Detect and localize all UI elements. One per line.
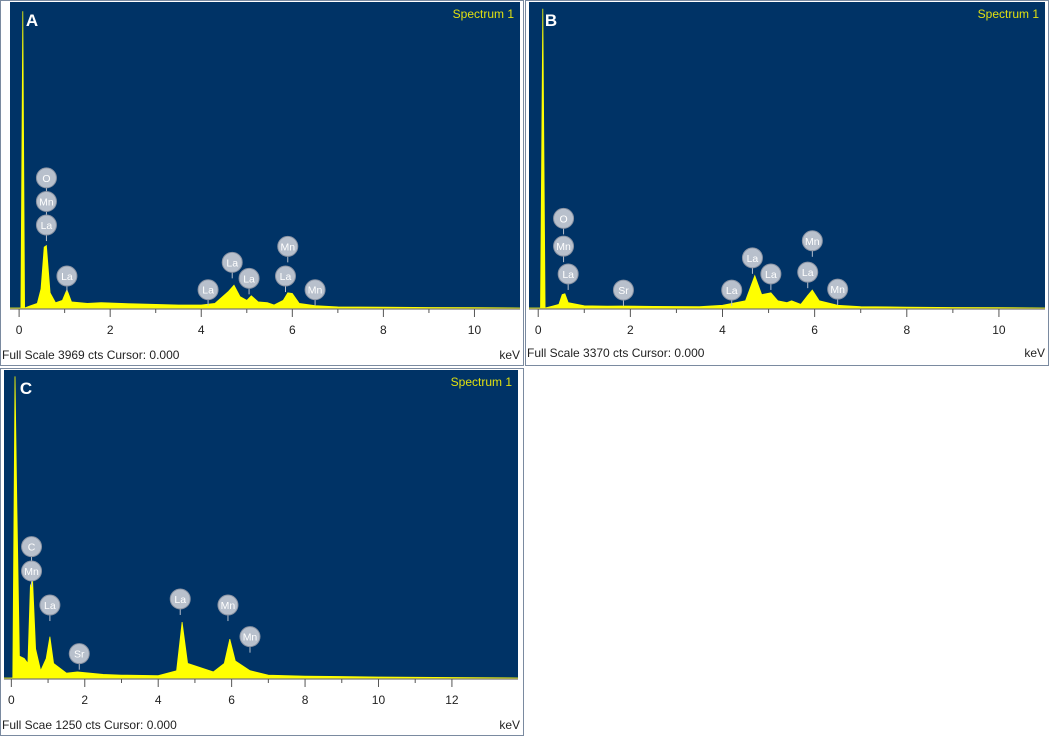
spectrum-chart-b: 0 2 4 6 8 10 O Mn La Sr La La La Mn La Mn B Spectrum 1 Ful… xyxy=(525,0,1049,366)
panel-letter: A xyxy=(26,11,38,30)
svg-text:La: La xyxy=(61,271,73,283)
svg-text:La: La xyxy=(747,253,759,265)
peak-label-mn: Mn xyxy=(217,594,239,622)
peak-label-la: La xyxy=(39,594,61,622)
spectrum-chart-a: 0 2 4 6 8 10 O Mn La La La La La Mn La Mn A Spectrum 1 Ful… xyxy=(0,0,524,366)
svg-text:La: La xyxy=(280,271,292,283)
spectrum-area xyxy=(4,376,519,679)
x-axis-unit-label: keV xyxy=(499,718,520,732)
peak-label-o: O xyxy=(553,207,575,235)
peak-label-la: La xyxy=(557,263,579,290)
peak-label-sr: Sr xyxy=(612,279,634,307)
peak-label-mn: Mn xyxy=(35,190,57,218)
svg-text:Mn: Mn xyxy=(24,566,39,578)
peak-label-la: La xyxy=(221,251,243,279)
svg-text:La: La xyxy=(41,220,53,232)
x-tick-label: 4 xyxy=(719,323,726,337)
x-axis-unit-label: keV xyxy=(499,348,520,362)
plot-background xyxy=(4,370,518,678)
peak-label-la: La xyxy=(238,267,260,295)
full-scale-readout: Full Scae 1250 cts Cursor: 0.000 xyxy=(2,718,177,732)
svg-text:La: La xyxy=(562,269,574,281)
peak-label-la: La xyxy=(797,261,819,289)
peak-label-mn: Mn xyxy=(21,560,43,587)
peak-label-o: O xyxy=(35,167,57,194)
svg-text:Mn: Mn xyxy=(805,236,820,248)
peak-label-la: La xyxy=(197,279,219,306)
svg-text:O: O xyxy=(42,173,50,185)
x-tick-label: 0 xyxy=(8,693,15,707)
peak-label-sr: Sr xyxy=(68,643,90,670)
svg-text:Mn: Mn xyxy=(556,241,571,253)
svg-text:La: La xyxy=(802,267,814,279)
svg-text:Mn: Mn xyxy=(308,285,323,297)
full-scale-readout: Full Scale 3969 cts Cursor: 0.000 xyxy=(2,348,180,362)
x-tick-label: 6 xyxy=(289,323,296,337)
peak-label-mn: Mn xyxy=(553,235,575,263)
peak-label-la: La xyxy=(169,588,191,615)
x-tick-label: 2 xyxy=(107,323,114,337)
plot-background xyxy=(10,2,520,308)
svg-text:Sr: Sr xyxy=(618,285,629,297)
x-tick-label: 0 xyxy=(535,323,542,337)
peak-label-la: La xyxy=(35,214,57,242)
panel-letter: C xyxy=(20,379,32,398)
spectrum-title: Spectrum 1 xyxy=(451,375,513,389)
x-tick-label: 10 xyxy=(468,323,482,337)
x-tick-label: 2 xyxy=(81,693,88,707)
peak-label-mn: Mn xyxy=(277,235,299,263)
svg-text:Mn: Mn xyxy=(221,600,236,612)
x-tick-label: 8 xyxy=(380,323,387,337)
spectrum-panel-b: 0 2 4 6 8 10 O Mn La Sr La La La Mn La Mn B Spectrum 1 Ful… xyxy=(525,0,1049,366)
x-tick-label: 12 xyxy=(445,693,459,707)
peak-label-mn: Mn xyxy=(239,626,261,653)
svg-text:C: C xyxy=(28,542,36,554)
peak-label-la: La xyxy=(741,247,763,274)
peak-label-c: C xyxy=(21,536,43,563)
spectrum-panel-c: 0 2 4 6 8 10 12 C Mn La Sr La Mn Mn C Spectrum 1 Full Sc… xyxy=(0,368,524,736)
peak-label-la: La xyxy=(760,263,782,290)
peak-label-mn: Mn xyxy=(827,278,849,306)
x-tick-label: 10 xyxy=(372,693,386,707)
spectrum-area xyxy=(529,8,1046,309)
svg-text:Sr: Sr xyxy=(74,649,85,661)
svg-text:La: La xyxy=(202,285,214,297)
svg-text:Mn: Mn xyxy=(39,196,54,208)
svg-text:La: La xyxy=(226,257,238,269)
svg-text:La: La xyxy=(765,269,777,281)
svg-text:Mn: Mn xyxy=(243,632,258,644)
peak-label-la: La xyxy=(56,265,78,293)
svg-text:La: La xyxy=(243,273,255,285)
svg-text:Mn: Mn xyxy=(280,241,295,253)
svg-text:La: La xyxy=(44,600,56,612)
panel-letter: B xyxy=(545,11,557,30)
svg-text:O: O xyxy=(559,213,567,225)
x-tick-label: 0 xyxy=(16,323,23,337)
x-axis-unit-label: keV xyxy=(1024,346,1045,360)
x-tick-label: 10 xyxy=(992,323,1006,337)
x-tick-label: 2 xyxy=(627,323,634,337)
svg-text:La: La xyxy=(726,285,738,297)
peak-label-la: La xyxy=(721,279,743,307)
x-tick-label: 6 xyxy=(811,323,818,337)
x-tick-label: 8 xyxy=(302,693,309,707)
full-scale-readout: Full Scale 3370 cts Cursor: 0.000 xyxy=(527,346,705,360)
spectrum-title: Spectrum 1 xyxy=(453,7,515,21)
x-tick-label: 8 xyxy=(903,323,910,337)
x-tick-label: 4 xyxy=(198,323,205,337)
spectrum-title: Spectrum 1 xyxy=(978,7,1040,21)
spectrum-panel-a: 0 2 4 6 8 10 O Mn La La La La La Mn La Mn A Spectrum 1 Ful… xyxy=(0,0,524,366)
plot-background xyxy=(529,2,1045,308)
svg-text:Mn: Mn xyxy=(830,284,845,296)
spectrum-chart-c: 0 2 4 6 8 10 12 C Mn La Sr La Mn Mn C Spectrum 1 Full Sc… xyxy=(0,368,524,736)
peak-label-mn: Mn xyxy=(801,230,823,257)
peak-label-la: La xyxy=(274,265,296,293)
x-tick-label: 4 xyxy=(155,693,162,707)
svg-text:La: La xyxy=(174,594,186,606)
peak-label-mn: Mn xyxy=(304,279,326,306)
x-tick-label: 6 xyxy=(228,693,235,707)
